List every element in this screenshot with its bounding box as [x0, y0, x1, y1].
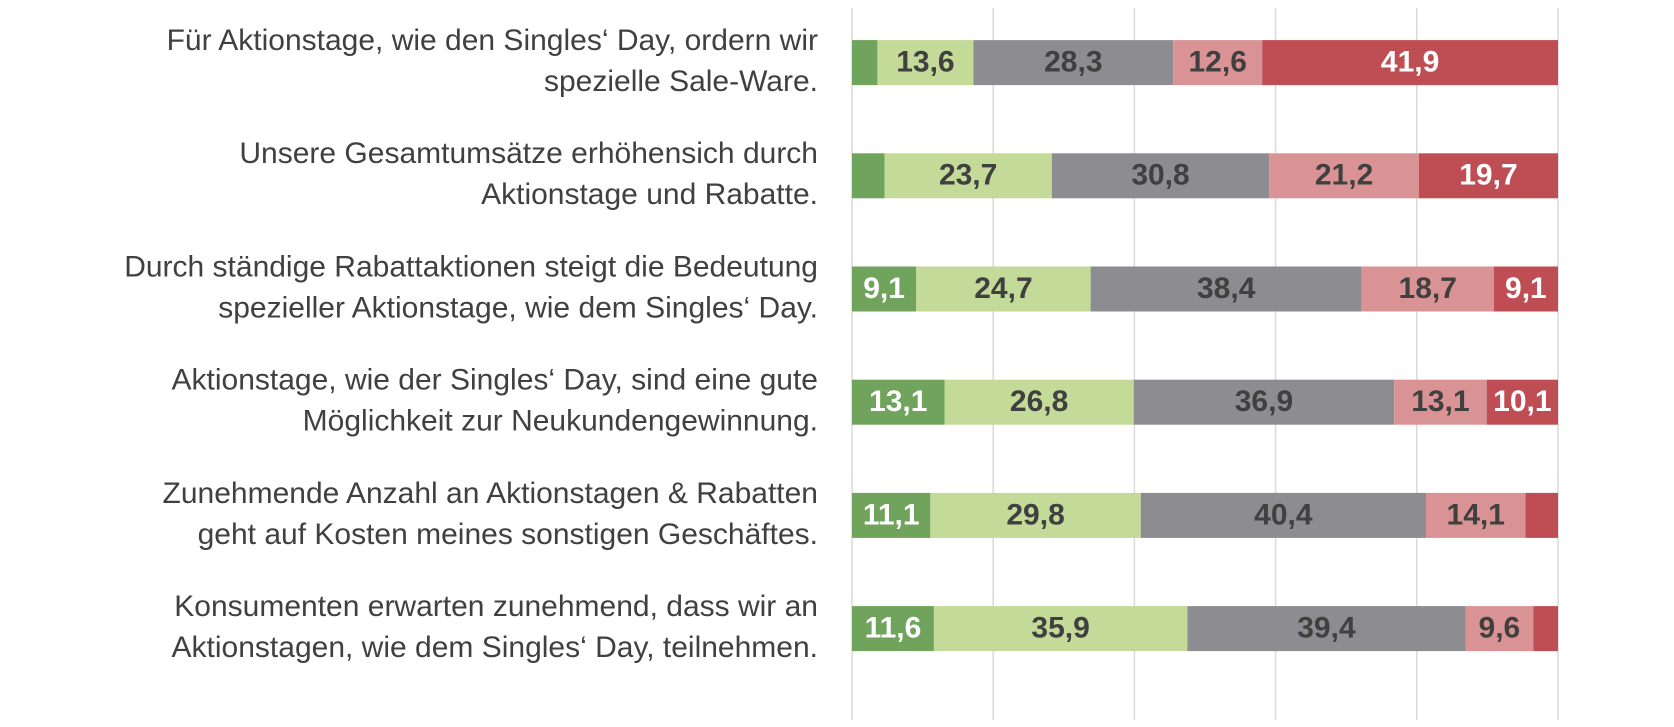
- category-label: Aktionstagen, wie dem Singles‘ Day, teil…: [172, 631, 818, 664]
- value-label: 18,7: [1399, 272, 1457, 305]
- value-label: 29,8: [1006, 498, 1064, 531]
- value-label: 36,9: [1235, 385, 1293, 418]
- value-label: 9,1: [1505, 272, 1547, 305]
- value-label: 12,6: [1189, 46, 1247, 79]
- value-label: 11,6: [865, 612, 922, 645]
- bar-segment: [1269, 153, 1419, 199]
- value-label: 13,1: [1411, 385, 1469, 418]
- bar-segment: [1533, 606, 1558, 652]
- value-label: 13,6: [896, 46, 954, 79]
- value-label: 19,7: [1459, 159, 1517, 192]
- bar-segment: [933, 606, 1188, 652]
- value-label: 28,3: [1044, 46, 1102, 79]
- bar-segment: [1425, 492, 1526, 538]
- bar-segment: [884, 153, 1052, 199]
- bar-segment: [852, 606, 934, 652]
- bar-segment: [877, 40, 974, 86]
- bar-segment: [1262, 40, 1558, 86]
- bar-segment: [1493, 266, 1558, 312]
- value-label: 30,8: [1131, 159, 1189, 192]
- category-label: Zunehmende Anzahl an Aktionstagen & Raba…: [163, 477, 818, 510]
- value-label: 41,9: [1381, 46, 1439, 79]
- bar-segment: [852, 153, 885, 199]
- bar-segment: [916, 266, 1091, 312]
- value-label: 26,8: [1010, 385, 1068, 418]
- category-label: spezieller Aktionstage, wie dem Singles‘…: [218, 291, 818, 324]
- bar-segment: [852, 492, 931, 538]
- bar-segment: [1486, 379, 1558, 425]
- bar-segment: [1173, 40, 1263, 86]
- category-label: Aktionstage, wie der Singles‘ Day, sind …: [172, 364, 818, 397]
- value-label: 38,4: [1197, 272, 1256, 305]
- bar-segment: [1418, 153, 1558, 199]
- bar-segment: [1140, 492, 1426, 538]
- value-label: 9,6: [1479, 612, 1521, 645]
- value-label: 14,1: [1447, 498, 1505, 531]
- bar-segment: [1525, 492, 1558, 538]
- bar-segment: [1090, 266, 1362, 312]
- value-label: 11,1: [863, 498, 920, 531]
- category-label: spezielle Sale-Ware.: [544, 65, 818, 98]
- category-label: Durch ständige Rabattaktionen steigt die…: [124, 250, 818, 283]
- bar-segment: [1465, 606, 1534, 652]
- bar-segment: [1051, 153, 1270, 199]
- category-label: Für Aktionstage, wie den Singles‘ Day, o…: [167, 24, 818, 57]
- bar-segment: [930, 492, 1141, 538]
- bar-segment: [944, 379, 1134, 425]
- value-label: 13,1: [869, 385, 927, 418]
- category-label: Möglichkeit zur Neukundengewinnung.: [303, 405, 818, 438]
- bar-segment: [1394, 379, 1487, 425]
- value-label: 23,7: [939, 159, 997, 192]
- category-label: Konsumenten erwarten zunehmend, dass wir…: [174, 590, 818, 623]
- value-label: 10,1: [1493, 385, 1551, 418]
- category-label: geht auf Kosten meines sonstigen Geschäf…: [198, 518, 818, 551]
- bar-segment: [852, 379, 945, 425]
- bar-segment: [973, 40, 1174, 86]
- category-label: Aktionstage und Rabatte.: [481, 178, 818, 211]
- value-label: 9,1: [863, 272, 905, 305]
- bar-segment: [852, 40, 878, 86]
- bar-segment: [1187, 606, 1466, 652]
- bar-segment: [1361, 266, 1494, 312]
- bar-segment: [1133, 379, 1395, 425]
- value-label: 35,9: [1031, 612, 1089, 645]
- value-label: 39,4: [1297, 612, 1356, 645]
- category-label: Unsere Gesamtumsätze erhöhensich durch: [239, 137, 818, 170]
- value-label: 21,2: [1315, 159, 1373, 192]
- value-label: 24,7: [974, 272, 1032, 305]
- value-label: 40,4: [1254, 498, 1313, 531]
- bar-segment: [852, 266, 917, 312]
